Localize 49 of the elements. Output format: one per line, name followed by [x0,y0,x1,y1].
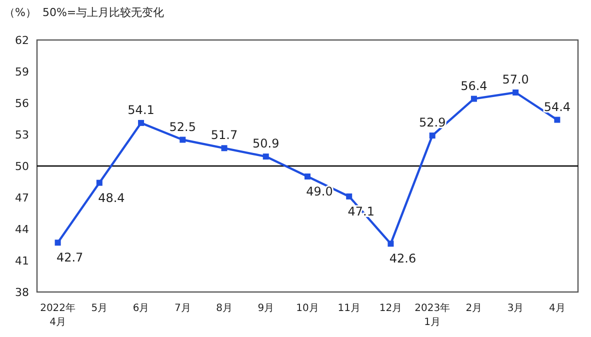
point [96,180,102,186]
data-label: 50.9 [252,136,280,151]
data-label: 54.4 [544,100,571,114]
x-tick-label: 12月 [379,303,402,314]
x-tick-label: 9月 [258,303,274,314]
data-label: 57.0 [502,72,529,86]
x-tick-label: 2月 [466,303,482,314]
y-tick-label: 62 [15,34,29,47]
y-tick-label: 38 [15,286,29,299]
text: 50%=与上月比较无变化 [42,6,164,19]
x-tick-label: 4月 [549,303,566,314]
y-tick-label: 59 [15,66,29,78]
x-tick-label: 10月 [296,303,319,314]
point [429,132,436,139]
data-label: 52.5 [169,120,196,134]
data-label: 54.1 [128,102,154,117]
x-tick-label: 8月 [216,303,232,314]
y-tick-label: 47 [15,192,29,204]
x-tick-label: 2022年 4月 [40,302,76,328]
x-tick-label: 2023年 1月 [414,302,450,328]
x-tick-label: 6月 [132,303,150,314]
x-tick-label: 11月 [338,303,360,314]
y-tick-label: 56 [15,97,29,110]
point [470,96,477,102]
point [346,193,352,200]
data-label: 49.0 [306,184,333,198]
point [138,120,144,126]
y-axis-title: （%） [4,6,36,19]
data-label: 42.6 [389,252,416,266]
data-label: 52.9 [418,116,446,130]
point [554,116,560,123]
y-tick-label: 50 [15,160,29,173]
point [304,174,310,180]
x-tick-label: 5月 [91,303,108,314]
point [180,136,186,143]
y-tick-label: 41 [15,254,29,268]
point [221,145,228,152]
data-label: 51.7 [210,128,238,142]
point [54,240,61,246]
data-label: 48.4 [98,190,125,205]
point [262,154,269,160]
point [388,240,394,247]
x-tick-label: 3月 [507,303,524,314]
point [512,90,519,96]
x-tick-label: 7月 [174,303,191,314]
y-tick-label: 53 [15,128,29,142]
data-label: 56.4 [460,78,488,93]
data-label: 42.7 [56,250,84,265]
y-tick-label: 44 [15,223,29,236]
